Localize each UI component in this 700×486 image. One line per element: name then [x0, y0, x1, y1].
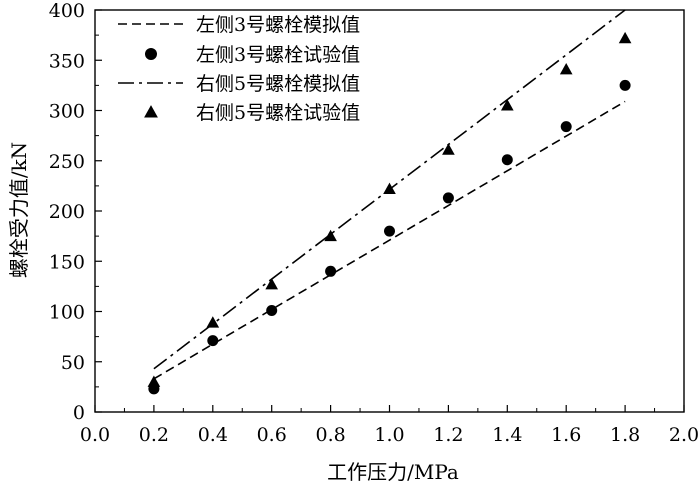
data-point: [619, 79, 631, 91]
x-tick-label: 1.2: [433, 424, 463, 446]
series-line: [153, 100, 626, 380]
axes: 0.0 0.2 0.4 0.6 0.8 1.0 1.2 1.4 1.6 1.8 2.0 0 50 100 1…: [49, 0, 699, 446]
x-tick-label: 1.8: [610, 424, 640, 446]
x-axis-title: 工作压力/MPa: [327, 460, 459, 484]
y-tick-label: 350: [49, 50, 85, 72]
legend-label: 右侧5号螺栓试验值: [196, 102, 360, 124]
legend-label: 左侧3号螺栓试验值: [196, 44, 360, 66]
data-point: [207, 335, 219, 347]
x-tick-label: 0.2: [139, 424, 169, 446]
legend-label: 左侧3号螺栓模拟值: [196, 14, 360, 36]
legend-entry: 右侧5号螺栓试验值: [144, 102, 360, 124]
x-tick-label: 0.0: [80, 424, 110, 446]
y-tick-label: 150: [49, 251, 85, 273]
plot-area: [147, 9, 632, 395]
legend-entry: 右侧5号螺栓模拟值: [118, 73, 360, 95]
legend-entry: 左侧3号螺栓试验值: [145, 44, 360, 66]
data-point: [501, 154, 513, 166]
x-tick-label: 0.8: [315, 424, 345, 446]
x-tick-label: 1.6: [551, 424, 581, 446]
x-tick-label: 1.0: [374, 424, 404, 446]
y-tick-label: 250: [49, 151, 85, 173]
data-point: [383, 182, 396, 194]
data-point: [618, 31, 632, 44]
y-axis-title: 螺栓受力值/kN: [7, 142, 31, 278]
y-tick-label: 400: [49, 0, 85, 22]
legend-label: 右侧5号螺栓模拟值: [196, 73, 360, 95]
data-point: [560, 121, 572, 133]
data-point: [384, 225, 395, 237]
data-point: [206, 316, 220, 328]
y-tick-label: 100: [49, 302, 85, 324]
legend-symbol: [144, 105, 158, 118]
data-point: [442, 192, 454, 204]
x-tick-label: 0.4: [198, 424, 228, 446]
data-point: [324, 229, 337, 242]
data-point: [266, 304, 278, 316]
y-tick-label: 200: [49, 201, 85, 223]
data-point: [265, 278, 279, 290]
plot-frame: [94, 9, 685, 413]
legend-entry: 左侧3号螺栓模拟值: [118, 14, 360, 36]
y-tick-label: 50: [61, 352, 85, 374]
x-tick-label: 1.4: [492, 424, 522, 446]
data-point: [442, 143, 455, 155]
y-tick-label: 300: [49, 101, 85, 123]
data-point: [325, 265, 337, 277]
x-tick-label: 2.0: [669, 424, 699, 446]
x-tick-label: 0.6: [257, 424, 287, 446]
data-point: [147, 375, 161, 387]
legend-symbol: [145, 48, 157, 60]
y-tick-label: 0: [73, 402, 85, 424]
data-point: [559, 62, 573, 75]
data-point: [500, 99, 514, 111]
